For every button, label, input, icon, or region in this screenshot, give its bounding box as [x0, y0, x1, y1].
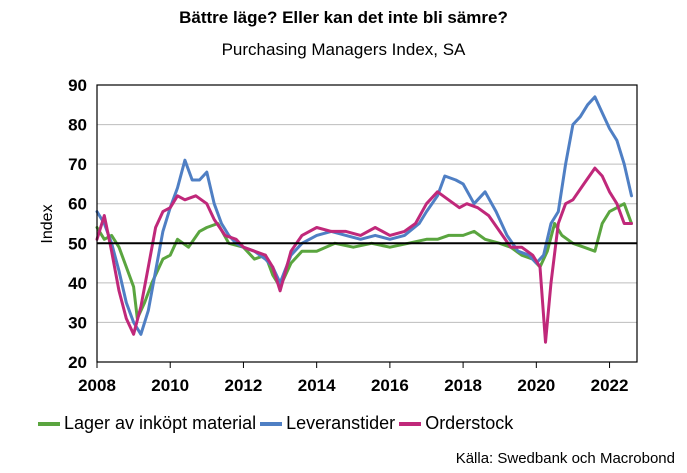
legend-swatch-lager [38, 421, 60, 426]
y-axis-ticks: 20 30 40 50 60 70 80 90 [68, 76, 87, 372]
legend-item-leveranstider: Leveranstider [260, 413, 395, 434]
x-tick-label-2016: 2016 [371, 376, 409, 395]
y-axis-label: Index [39, 204, 56, 243]
y-tick-label-50: 50 [68, 234, 87, 253]
x-tick-label-2014: 2014 [298, 376, 336, 395]
y-tick-label-90: 90 [68, 76, 87, 95]
x-tick-label-2018: 2018 [444, 376, 482, 395]
legend-label-lager: Lager av inköpt material [64, 413, 257, 433]
legend-item-lager: Lager av inköpt material [38, 413, 256, 434]
y-tick-label-70: 70 [68, 155, 87, 174]
y-tick-label-40: 40 [68, 274, 87, 293]
series-group [95, 95, 633, 344]
y-tick-label-80: 80 [68, 116, 87, 135]
y-tick-label-30: 30 [68, 313, 87, 332]
legend-item-orderstock: Orderstock [399, 413, 513, 434]
series-line-1 [95, 95, 633, 336]
plot-frame [96, 84, 638, 363]
x-tick-label-2010: 2010 [151, 376, 189, 395]
x-tick-label-2020: 2020 [517, 376, 555, 395]
x-tick-label-2008: 2008 [78, 376, 116, 395]
legend-label-leveranstider: Leveranstider [286, 413, 396, 433]
source-note: Källa: Swedbank och Macrobond [455, 450, 675, 467]
legend-swatch-leveranstider [260, 421, 283, 426]
chart-subtitle: Purchasing Managers Index, SA [221, 40, 466, 59]
series-line-2 [95, 166, 633, 344]
chart-title: Bättre läge? Eller kan det inte bli sämr… [179, 8, 508, 27]
x-tick-label-2012: 2012 [225, 376, 263, 395]
y-tick-label-60: 60 [68, 195, 87, 214]
x-tick-label-2022: 2022 [591, 376, 629, 395]
y-tick-label-20: 20 [68, 353, 87, 372]
legend-swatch-orderstock [399, 421, 422, 426]
x-axis-ticks: 2008 2010 2012 2014 2016 2018 2020 2022 [78, 362, 628, 395]
legend: Lager av inköpt material Leveranstider O… [38, 413, 517, 434]
legend-label-orderstock: Orderstock [425, 413, 514, 433]
